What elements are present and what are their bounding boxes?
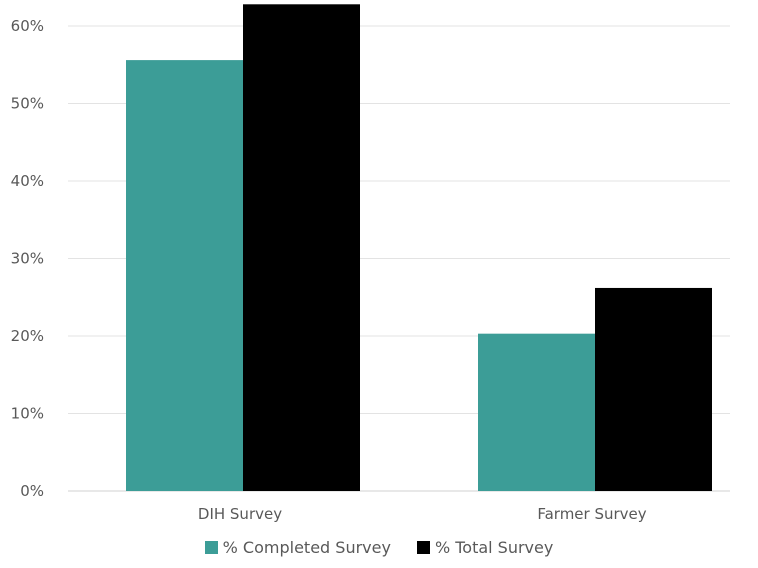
legend-item-completed: % Completed Survey <box>204 538 391 557</box>
bar-total-0 <box>243 4 360 492</box>
y-tick-label: 60% <box>11 17 44 35</box>
bar-total-1 <box>595 287 712 491</box>
y-tick-label: 50% <box>11 95 44 113</box>
bar-completed-0 <box>126 60 243 491</box>
y-tick-label: 10% <box>11 405 44 423</box>
legend-swatch-total <box>416 541 430 554</box>
legend-label-completed: % Completed Survey <box>222 538 391 557</box>
x-tick-label: Farmer Survey <box>537 505 646 523</box>
legend-swatch-completed <box>204 541 218 554</box>
y-tick-label: 30% <box>11 250 44 268</box>
y-tick-label: 20% <box>11 327 44 345</box>
bar-completed-1 <box>478 333 595 491</box>
legend-item-total: % Total Survey <box>416 538 554 557</box>
legend: % Completed Survey % Total Survey <box>0 538 758 557</box>
y-tick-label: 40% <box>11 172 44 190</box>
legend-label-total: % Total Survey <box>434 538 554 557</box>
y-tick-label: 0% <box>20 482 44 500</box>
x-tick-label: DIH Survey <box>198 505 282 523</box>
